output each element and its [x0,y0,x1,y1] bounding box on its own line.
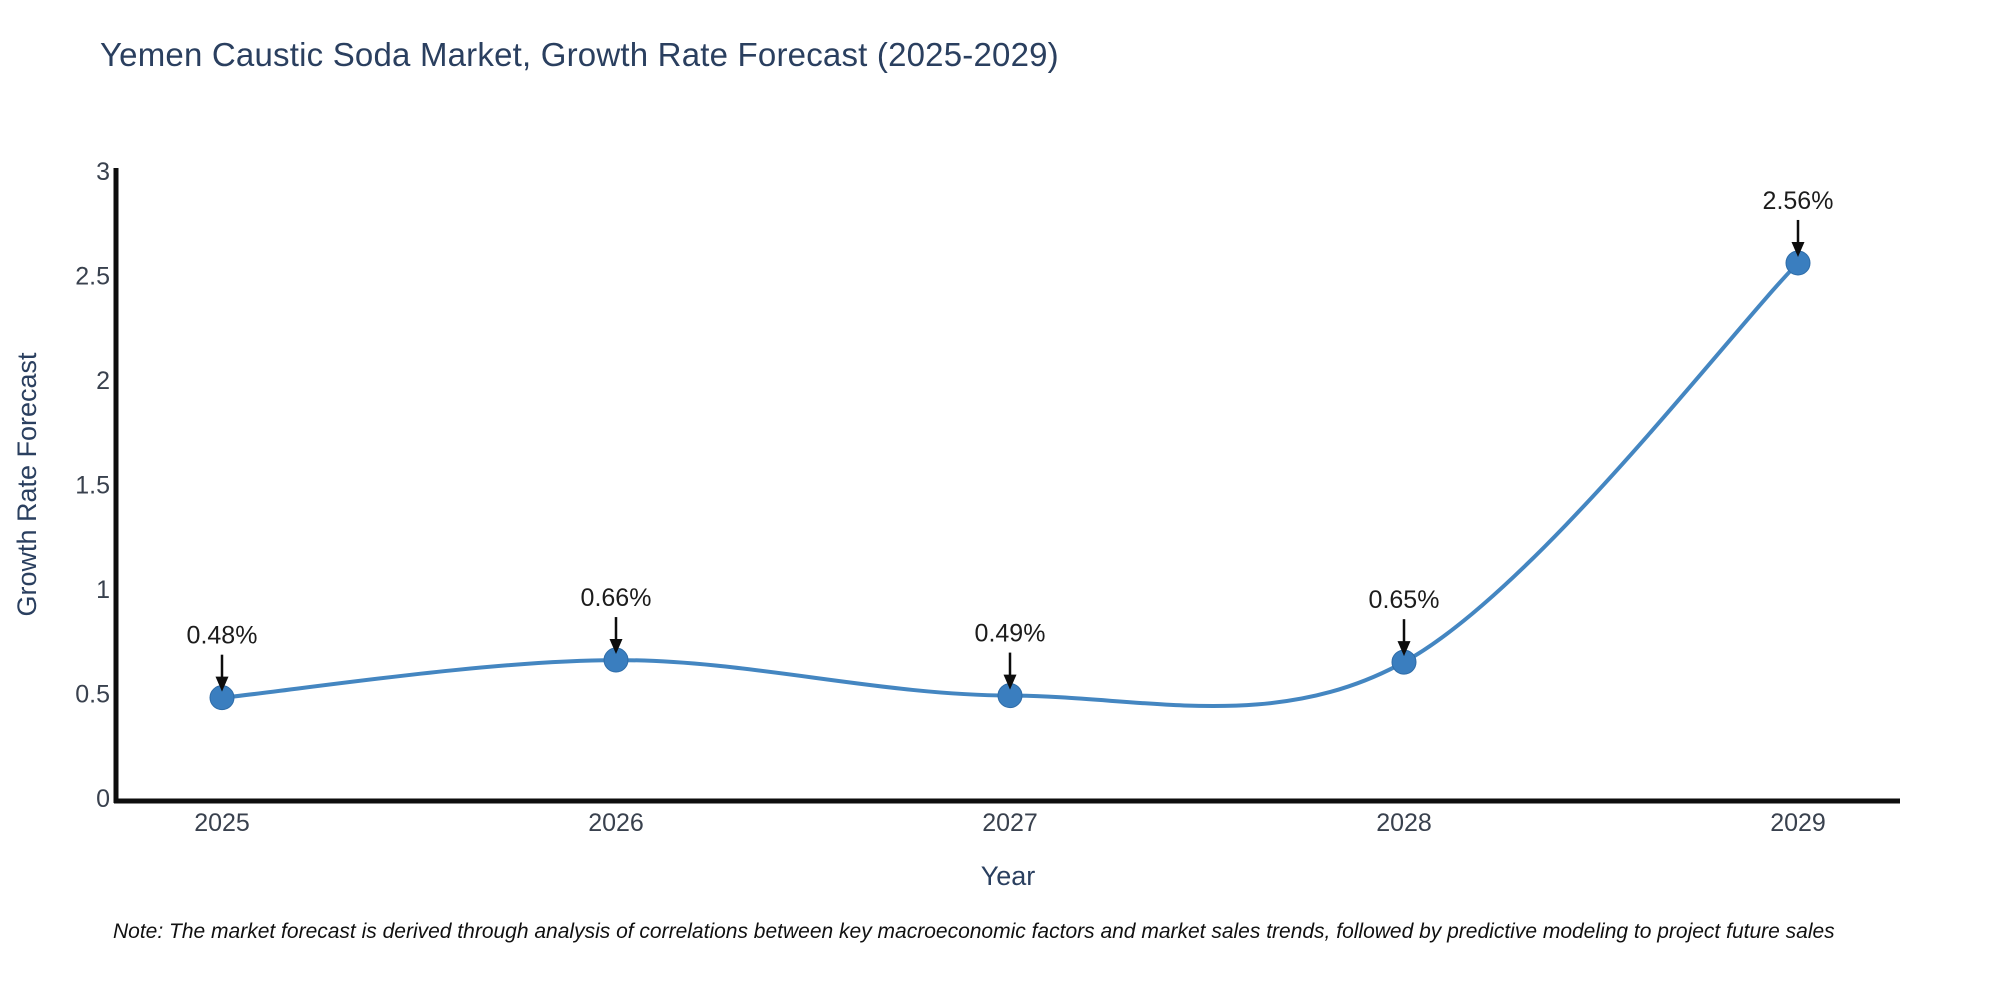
y-tick-label: 1 [96,576,110,604]
y-tick-label: 3 [96,158,110,186]
footnote: Note: The market forecast is derived thr… [113,920,1835,943]
annotation-arrowhead [215,676,229,692]
x-tick-label: 2028 [1376,809,1432,837]
annotation-arrowhead [609,639,623,655]
annotation-label: 2.56% [1763,187,1834,215]
x-tick-label: 2029 [1770,809,1826,837]
y-tick-label: 0.5 [75,681,110,709]
trend-line [220,261,1800,709]
annotation-label: 0.49% [975,620,1046,648]
y-tick-label: 1.5 [75,472,110,500]
annotation-arrowhead [1003,674,1017,690]
annotation-arrowhead [1791,241,1805,257]
x-tick-label: 2027 [982,809,1038,837]
y-tick-label: 0 [96,785,110,813]
annotation-arrowhead [1397,641,1411,657]
chart-title: Yemen Caustic Soda Market, Growth Rate F… [100,36,1059,73]
y-tick-label: 2 [96,367,110,395]
annotation-label: 0.65% [1369,586,1440,614]
y-tick-label: 2.5 [75,263,110,291]
y-axis-title: Growth Rate Forecast [12,352,42,617]
x-axis-title: Year [981,861,1036,891]
x-tick-label: 2025 [194,809,250,837]
annotation-label: 0.48% [187,622,258,650]
x-tick-label: 2026 [588,809,644,837]
annotation-label: 0.66% [581,584,652,612]
